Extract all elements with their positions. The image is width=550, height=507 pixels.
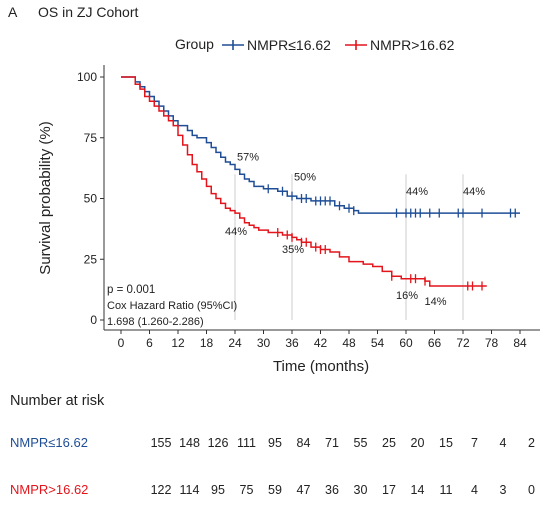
risk-table-title: Number at risk [10,393,105,409]
risk-value: 95 [211,483,225,497]
survival-annotation: 16% [396,290,418,302]
risk-value: 11 [440,483,453,497]
survival-annotation: 44% [406,186,428,198]
risk-value: 15 [439,436,453,450]
risk-value: 4 [500,436,507,450]
y-tick-label: 75 [84,131,98,145]
risk-value: 71 [325,436,339,450]
risk-value: 14 [411,483,425,497]
survival-curve-low [121,76,520,214]
risk-value: 36 [325,483,339,497]
risk-value: 126 [208,436,229,450]
legend-label: NMPR>16.62 [370,37,455,53]
risk-value: 75 [240,483,254,497]
risk-value: 3 [500,483,507,497]
legend-title: Group [175,36,214,52]
x-tick-label: 12 [171,336,185,350]
risk-value: 4 [471,483,478,497]
x-tick-label: 0 [118,336,125,350]
survival-annotation: 44% [225,226,247,238]
survival-annotation: 44% [463,186,485,198]
risk-value: 20 [411,436,425,450]
x-tick-label: 84 [513,336,527,350]
hazard-ratio-value: 1.698 (1.260-2.286) [107,316,204,328]
survival-curve-high [121,76,487,287]
risk-value: 7 [471,436,478,450]
risk-value: 122 [151,483,172,497]
risk-value: 30 [354,483,368,497]
risk-value: 17 [382,483,396,497]
survival-annotation: 50% [294,172,316,184]
risk-value: 95 [268,436,282,450]
x-tick-label: 6 [146,336,153,350]
risk-value: 0 [528,483,535,497]
x-tick-label: 36 [285,336,299,350]
risk-row-label: NMPR>16.62 [10,482,88,497]
survival-annotation: 35% [282,244,304,256]
x-tick-label: 48 [342,336,356,350]
x-tick-label: 18 [200,336,214,350]
risk-value: 155 [151,436,172,450]
risk-value: 114 [180,483,200,497]
p-value: p = 0.001 [107,284,155,296]
risk-value: 25 [382,436,396,450]
y-tick-label: 50 [84,192,98,206]
x-tick-label: 30 [257,336,271,350]
risk-value: 148 [179,436,200,450]
risk-value: 2 [528,436,535,450]
legend-label: NMPR≤16.62 [247,37,331,53]
risk-row-label: NMPR≤16.62 [10,435,88,450]
risk-value: 55 [354,436,368,450]
panel-letter: A [8,4,18,20]
survival-annotation: 14% [425,296,447,308]
risk-table: Number at risk NMPR≤16.62 155 148 126 111 95 8… [10,393,535,497]
survival-annotation: 57% [237,151,259,163]
axes: 0 25 50 75 100 0 6 12 18 24 30 36 42 48 54 60 66 72 78 84 [77,65,540,350]
y-tick-label: 100 [77,70,97,84]
x-tick-label: 78 [485,336,499,350]
risk-value: 59 [268,483,282,497]
x-tick-label: 54 [371,336,385,350]
y-tick-label: 25 [84,252,98,266]
x-axis-label: Time (months) [273,358,369,375]
panel-title: OS in ZJ Cohort [38,4,138,20]
survival-annotations: 57% 50% 44% 44% 44% 35% 16% 14% [225,151,485,307]
x-tick-label: 42 [314,336,328,350]
legend: Group NMPR≤16.62 NMPR>16.62 [175,36,455,53]
x-tick-label: 24 [228,336,242,350]
survival-curves [121,76,520,291]
x-tick-label: 60 [399,336,413,350]
y-tick-label: 0 [90,313,97,327]
risk-value: 47 [297,483,311,497]
y-axis-label: Survival probability (%) [37,121,54,274]
x-tick-label: 72 [456,336,470,350]
hazard-ratio-label: Cox Hazard Ratio (95%CI) [107,300,237,312]
stats-box: p = 0.001 Cox Hazard Ratio (95%CI) 1.698… [107,284,237,328]
risk-value: 111 [237,436,256,450]
x-tick-label: 66 [428,336,442,350]
risk-value: 84 [297,436,311,450]
